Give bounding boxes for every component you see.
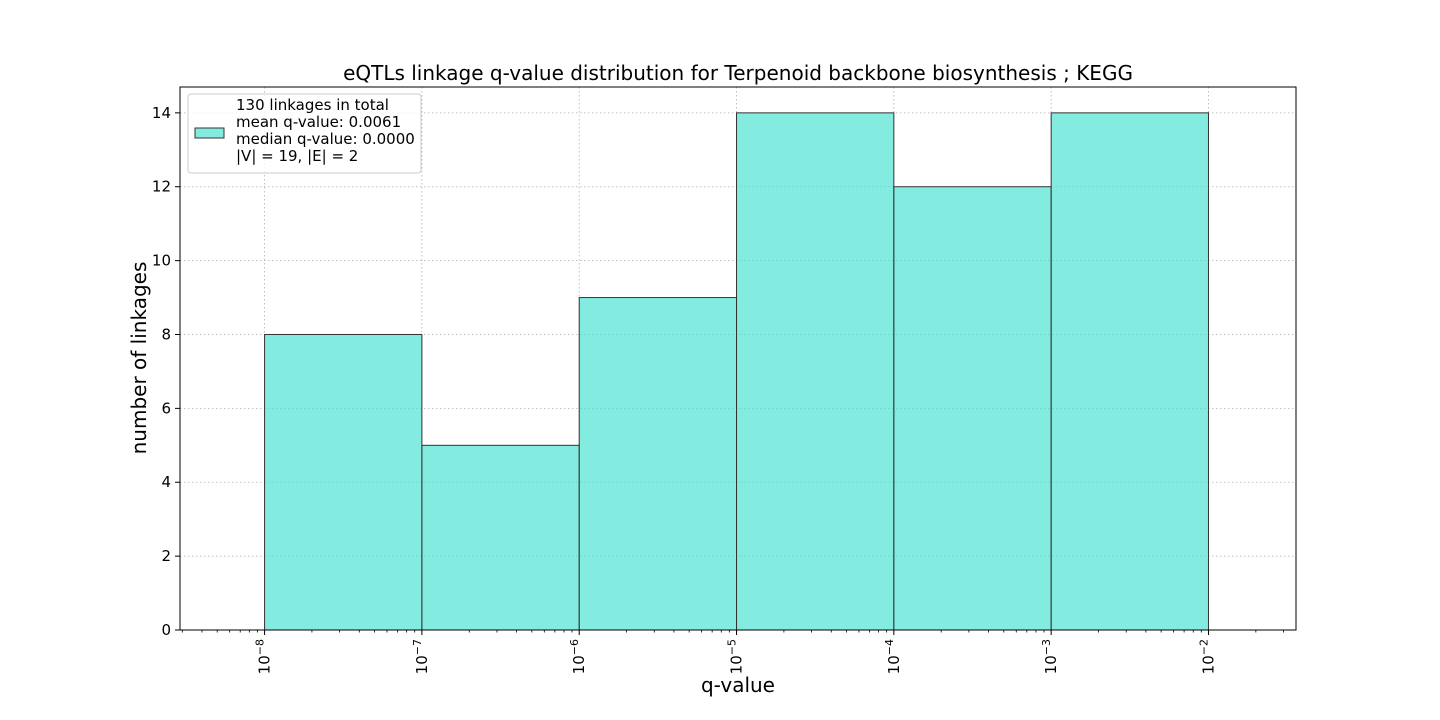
x-tick-label: 10−6 (568, 639, 588, 674)
y-axis: 0 2 4 6 8 10 12 14 (152, 104, 180, 639)
x-tick-label: 10−3 (1040, 639, 1060, 674)
y-axis-label: number of linkages (127, 262, 151, 455)
y-tick-label: 6 (161, 399, 171, 417)
histogram-bar (736, 112, 895, 631)
y-tick-label: 12 (152, 178, 171, 196)
histogram-bar (1050, 112, 1209, 631)
histogram-bar (893, 186, 1052, 631)
x-axis: 10−8 10−7 10−6 10−5 10−4 10−3 10−2 (181, 630, 1284, 674)
x-tick-label: 10−8 (254, 639, 274, 674)
legend: 130 linkages in total mean q-value: 0.00… (187, 93, 422, 174)
x-tick-label: 10−5 (726, 639, 746, 674)
chart-title: eQTLs linkage q-value distribution for T… (343, 61, 1133, 85)
y-tick-label: 2 (161, 547, 171, 565)
x-tick-label: 10−2 (1197, 639, 1217, 674)
histogram-bar (264, 333, 423, 631)
legend-swatch (194, 127, 225, 139)
legend-line-3: median q-value: 0.0000 (236, 130, 415, 148)
plot-frame (179, 86, 1297, 631)
x-tick-label: 10−7 (411, 639, 431, 674)
x-axis-label: q-value (701, 673, 775, 697)
legend-line-1: 130 linkages in total (236, 96, 389, 114)
y-tick-label: 0 (161, 621, 171, 639)
legend-line-2: mean q-value: 0.0061 (236, 113, 401, 131)
bars (264, 112, 1209, 631)
y-tick-label: 8 (161, 325, 171, 343)
x-tick-label: 10−4 (883, 639, 903, 674)
histogram-bar (421, 444, 580, 631)
y-tick-label: 14 (152, 104, 171, 122)
legend-line-4: |V| = 19, |E| = 2 (236, 147, 358, 165)
legend-box (187, 93, 422, 174)
histogram-bar (578, 297, 738, 631)
y-tick-label: 4 (161, 473, 171, 491)
y-tick-label: 10 (152, 252, 171, 270)
